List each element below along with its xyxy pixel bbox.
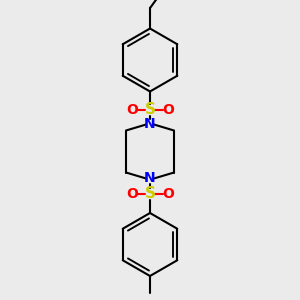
Text: S: S — [145, 102, 155, 117]
Text: O: O — [162, 187, 174, 200]
Text: N: N — [144, 172, 156, 185]
Text: O: O — [126, 103, 138, 116]
Text: S: S — [145, 186, 155, 201]
Text: N: N — [144, 118, 156, 131]
Text: O: O — [126, 187, 138, 200]
Text: O: O — [162, 103, 174, 116]
